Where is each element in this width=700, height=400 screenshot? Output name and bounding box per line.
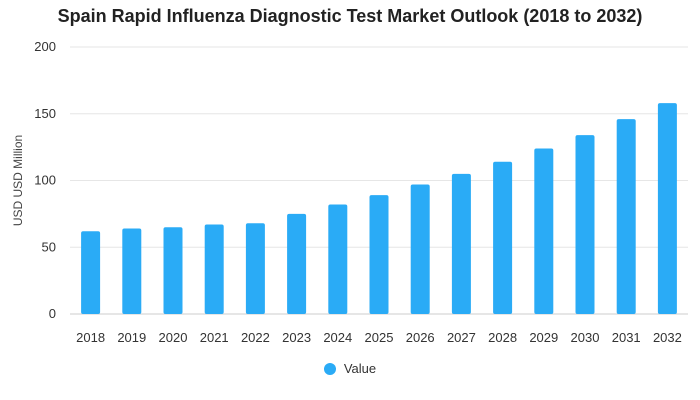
x-tick-label: 2018	[76, 330, 105, 345]
y-tick-label: 200	[34, 39, 56, 54]
x-tick-label: 2031	[612, 330, 641, 345]
legend-label: Value	[343, 361, 377, 376]
x-tick-label: 2032	[653, 330, 682, 345]
x-tick-label: 2026	[406, 330, 435, 345]
bar	[163, 227, 183, 314]
bar	[204, 224, 224, 314]
y-tick-label: 50	[42, 239, 56, 254]
chart-legend: Value	[0, 361, 700, 376]
x-tick-label: 2023	[282, 330, 311, 345]
legend-swatch	[323, 362, 336, 375]
y-tick-label: 0	[49, 306, 56, 321]
bar	[657, 103, 677, 314]
bar	[81, 231, 101, 314]
bar	[575, 135, 595, 314]
bar	[328, 204, 348, 314]
x-tick-label: 2021	[200, 330, 229, 345]
bar	[410, 184, 430, 314]
y-tick-label: 100	[34, 173, 56, 188]
y-axis-label: USD USD Million	[11, 135, 25, 226]
bar	[616, 119, 636, 314]
x-tick-label: 2020	[159, 330, 188, 345]
x-tick-label: 2028	[488, 330, 517, 345]
x-tick-label: 2024	[323, 330, 352, 345]
bar	[245, 223, 265, 314]
bar	[534, 148, 554, 314]
x-tick-label: 2019	[117, 330, 146, 345]
bar	[493, 161, 513, 314]
bar	[122, 228, 142, 314]
bar	[369, 195, 389, 314]
x-tick-label: 2022	[241, 330, 270, 345]
chart-title: Spain Rapid Influenza Diagnostic Test Ma…	[57, 6, 643, 26]
y-tick-label: 150	[34, 106, 56, 121]
bar	[451, 173, 471, 314]
x-tick-label: 2025	[365, 330, 394, 345]
bar	[287, 213, 307, 314]
x-tick-label: 2027	[447, 330, 476, 345]
x-tick-label: 2029	[529, 330, 558, 345]
x-tick-label: 2030	[571, 330, 600, 345]
